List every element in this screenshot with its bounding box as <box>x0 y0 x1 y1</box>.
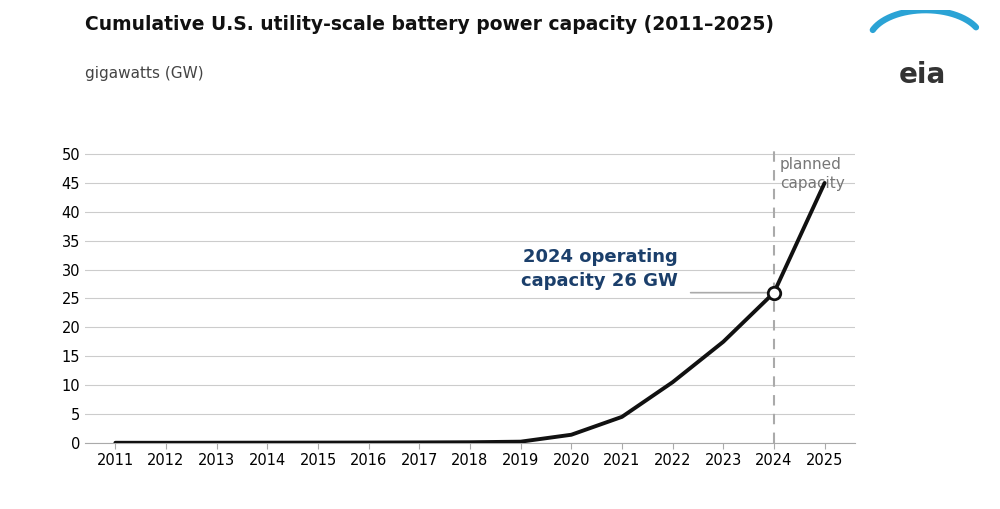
Text: gigawatts (GW): gigawatts (GW) <box>85 66 204 81</box>
Text: planned
capacity: planned capacity <box>780 157 845 190</box>
Text: 2024 operating
capacity 26 GW: 2024 operating capacity 26 GW <box>521 248 678 290</box>
Text: eia: eia <box>899 61 946 89</box>
Text: Cumulative U.S. utility-scale battery power capacity (2011–2025): Cumulative U.S. utility-scale battery po… <box>85 15 774 34</box>
